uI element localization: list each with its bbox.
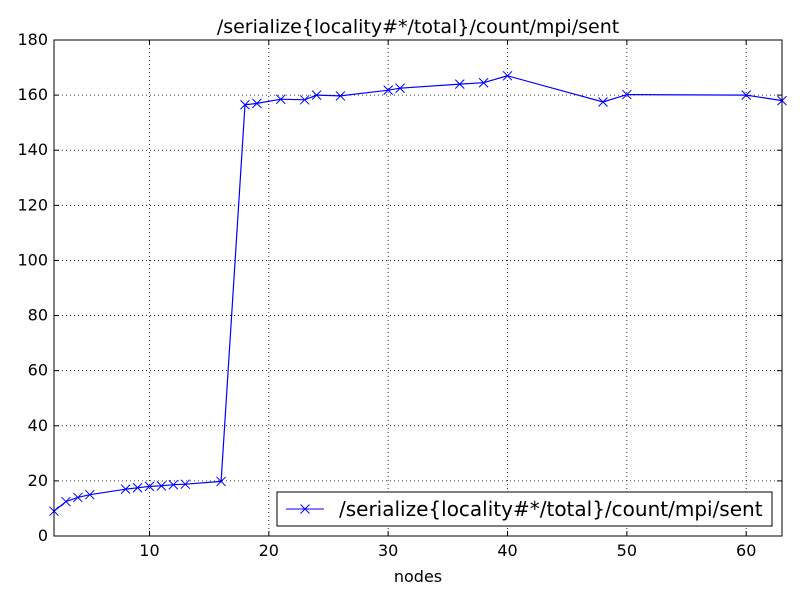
- y-tick-label: 180: [17, 30, 48, 49]
- data-point-marker: [180, 479, 191, 490]
- y-tick-label: 100: [17, 250, 48, 269]
- data-point-marker: [144, 481, 155, 492]
- data-point-marker: [252, 98, 262, 109]
- y-tick-label: 20: [28, 471, 48, 490]
- data-point-marker: [621, 89, 632, 100]
- data-point-marker: [240, 99, 250, 110]
- data-point-marker: [168, 479, 179, 490]
- series-line: [53, 75, 783, 512]
- data-point-marker: [132, 482, 143, 493]
- x-tick-label: 10: [139, 541, 159, 560]
- data-point-marker: [299, 94, 310, 105]
- data-point-marker: [478, 77, 489, 88]
- x-tick-label: 60: [736, 541, 756, 560]
- x-tick-label: 30: [378, 541, 398, 560]
- legend-box: [276, 491, 773, 527]
- data-point-marker: [502, 70, 513, 81]
- plot-area-frame: [53, 39, 783, 537]
- x-tick-label: 50: [617, 541, 637, 560]
- data-point-marker: [120, 484, 131, 495]
- y-tick-label: 140: [17, 140, 48, 159]
- data-point-marker: [598, 97, 608, 107]
- series-layer: [49, 70, 787, 517]
- data-point-marker: [216, 476, 226, 487]
- x-tick-label: 40: [497, 541, 517, 560]
- legend-entry-label: /serialize{locality#*/total}/count/mpi/s…: [339, 497, 763, 521]
- grid-lines: [54, 39, 782, 537]
- data-point-marker: [395, 83, 405, 94]
- x-axis-label: nodes: [394, 567, 442, 586]
- axis-ticks: 10 20 30 40 50 60 0 20 40 60 80 100 120 140 160 180: [17, 30, 782, 560]
- data-point-marker: [156, 480, 167, 491]
- y-tick-label: 40: [28, 416, 48, 435]
- y-tick-label: 0: [38, 526, 48, 545]
- data-point-marker: [73, 492, 83, 503]
- data-point-marker: [84, 489, 95, 500]
- y-tick-label: 80: [28, 306, 48, 325]
- y-tick-label: 120: [17, 195, 48, 214]
- data-point-marker: [335, 91, 346, 101]
- x-tick-label: 20: [259, 541, 279, 560]
- legend-marker-x-icon: [300, 504, 310, 514]
- data-point-marker: [454, 79, 465, 89]
- data-point-marker: [275, 94, 286, 105]
- data-point-marker: [61, 496, 71, 507]
- data-point-marker: [311, 90, 322, 100]
- y-tick-label: 160: [17, 85, 48, 104]
- data-point-marker: [741, 90, 752, 100]
- y-tick-label: 60: [28, 361, 48, 380]
- legend: /serialize{locality#*/total}/count/mpi/s…: [276, 491, 773, 527]
- chart-title: /serialize{locality#*/total}/count/mpi/s…: [217, 16, 619, 38]
- data-point-marker: [383, 85, 394, 96]
